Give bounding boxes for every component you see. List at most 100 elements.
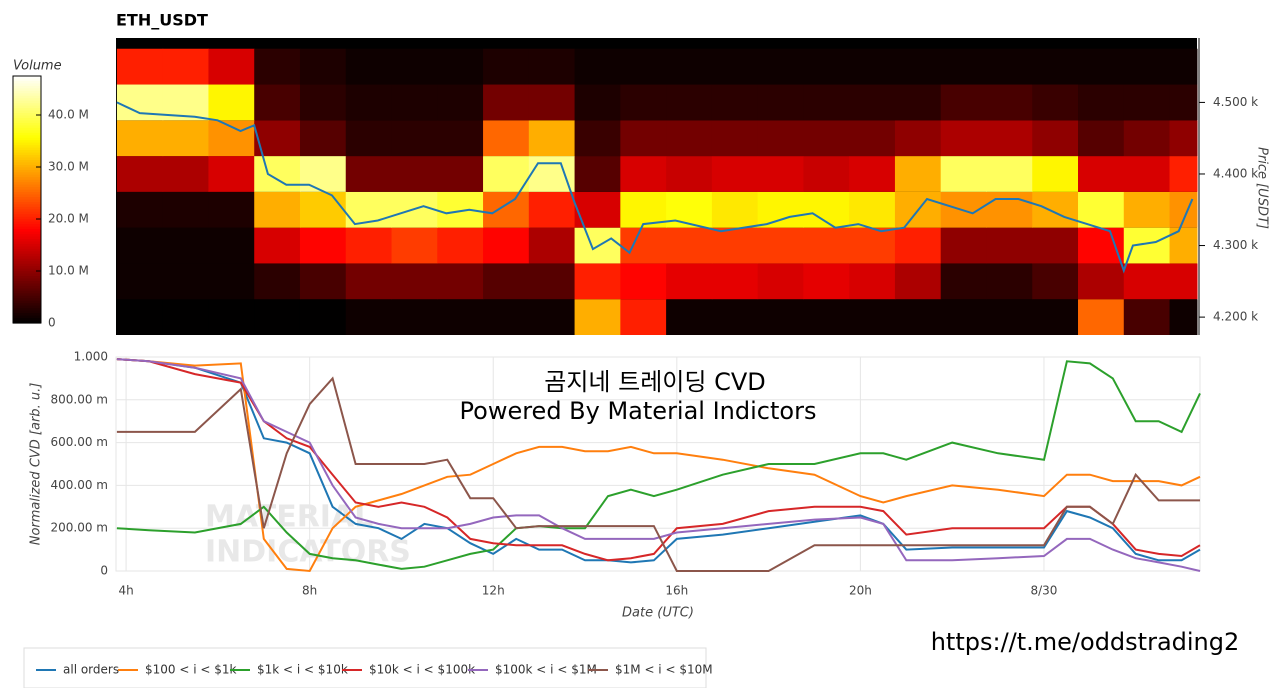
colorbar-step [13, 234, 41, 238]
y-tick-label: 800.00 m [51, 392, 109, 406]
heatmap-cell [345, 120, 393, 157]
colorbar-step [13, 283, 41, 287]
heatmap-cell [345, 84, 393, 121]
colorbar-step [13, 300, 41, 304]
colorbar-step [13, 90, 41, 94]
colorbar-step [13, 122, 41, 126]
heatmap-cell [345, 299, 393, 335]
heatmap-cell [299, 191, 347, 228]
heatmap-cell [1078, 299, 1125, 335]
heatmap-cell [757, 263, 804, 300]
heatmap-cell [574, 84, 621, 121]
heatmap-cell [711, 299, 759, 335]
colorbar-step [13, 239, 41, 243]
y-tick-label: 4.200 k [1213, 310, 1258, 324]
heatmap-cell [666, 263, 713, 300]
heatmap-cell [116, 156, 164, 192]
heatmap-cell [666, 227, 713, 264]
x-tick-label: 20h [849, 584, 872, 598]
colorbar-step [13, 216, 41, 220]
legend-box [23, 647, 707, 689]
colorbar-step [13, 276, 41, 280]
y-tick-label: 4.300 k [1213, 238, 1258, 252]
heatmap-cell [894, 84, 942, 121]
colorbar-step [13, 214, 41, 218]
colorbar-step [13, 320, 41, 324]
heatmap-cell [940, 299, 987, 335]
heatmap-cell [345, 156, 393, 192]
colorbar-step [13, 115, 41, 119]
heatmap-cell [345, 48, 393, 85]
colorbar-step [13, 199, 41, 203]
colorbar-tick-label: 10.0 M [48, 264, 89, 278]
heatmap-cell [803, 299, 850, 335]
colorbar-step [13, 261, 41, 265]
heatmap-cell [528, 84, 576, 121]
heatmap-cell [986, 156, 1033, 192]
heatmap-cell [528, 299, 576, 335]
heatmap-cell [666, 84, 713, 121]
heatmap-cell [711, 48, 759, 85]
heatmap-cell [116, 48, 164, 85]
heatmap-cell [620, 263, 667, 300]
heatmap-cell [483, 191, 530, 228]
x-tick-label: 16h [665, 584, 688, 598]
colorbar-step [13, 108, 41, 112]
heatmap-cell [711, 84, 759, 121]
colorbar-step [13, 271, 41, 275]
heatmap-cell [483, 156, 530, 192]
colorbar-step [13, 219, 41, 223]
heatmap-cell [757, 84, 804, 121]
y-tick-label: 0 [100, 564, 108, 578]
heatmap-cell [1032, 48, 1079, 85]
heatmap-cell [528, 227, 576, 264]
heatmap-cell [208, 120, 255, 157]
colorbar-step [13, 293, 41, 297]
colorbar-step [13, 103, 41, 107]
colorbar-step [13, 189, 41, 193]
colorbar-step [13, 226, 41, 230]
colorbar-step [13, 152, 41, 156]
heatmap-cell [483, 227, 530, 264]
heatmap-cell [1078, 156, 1125, 192]
colorbar-step [13, 209, 41, 213]
heatmap-cell [849, 84, 896, 121]
colorbar-step [13, 105, 41, 109]
series-line [116, 360, 1201, 570]
colorbar-step [13, 179, 41, 183]
heatmap-cell [1078, 263, 1125, 300]
colorbar-step [13, 266, 41, 270]
heatmap-cell [803, 263, 850, 300]
x-tick-label: 4h [118, 584, 133, 598]
heatmap-cell [391, 299, 438, 335]
heatmap-cell [1032, 227, 1079, 264]
heatmap-cell [986, 48, 1033, 85]
heatmap-cell [391, 156, 438, 192]
heatmap-cell [711, 191, 759, 228]
heatmap-cell [574, 299, 621, 335]
heatmap-cell [299, 299, 347, 335]
heatmap-cell [940, 84, 987, 121]
heatmap-cell [162, 227, 209, 264]
heatmap-cell [666, 48, 713, 85]
heatmap-cell [849, 120, 896, 157]
heatmap-cell [116, 263, 164, 300]
heatmap-cell [437, 191, 484, 228]
heatmap-cell [894, 227, 942, 264]
heatmap-cell [208, 84, 255, 121]
legend-label: $10k < i < $100k [369, 663, 475, 677]
colorbar-step [13, 125, 41, 129]
colorbar-tick-label: 20.0 M [48, 212, 89, 226]
heatmap-cell [849, 263, 896, 300]
annotation: 곰지네 트레이딩 CVD [544, 368, 765, 396]
heatmap-cell [437, 156, 484, 192]
colorbar-step [13, 159, 41, 164]
heatmap-cell [849, 156, 896, 192]
colorbar-step [13, 246, 41, 250]
colorbar-step [13, 83, 41, 87]
colorbar-tick-label: 40.0 M [48, 108, 89, 122]
heatmap-cell [620, 84, 667, 121]
heatmap-cell [620, 227, 667, 264]
colorbar-step [13, 310, 41, 314]
